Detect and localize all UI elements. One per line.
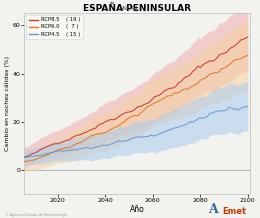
Legend: RCP8.5    ( 19 ), RCP6.0    (  7 ), RCP4.5    ( 15 ): RCP8.5 ( 19 ), RCP6.0 ( 7 ), RCP4.5 ( 15… [26,15,83,39]
Y-axis label: Cambio en noches cálidas (%): Cambio en noches cálidas (%) [4,56,10,151]
Title: ESPAÑA PENINSULAR: ESPAÑA PENINSULAR [83,4,191,13]
Text: Emet: Emet [222,207,246,216]
Text: ANUAL: ANUAL [119,6,141,11]
X-axis label: Año: Año [130,205,145,214]
Text: © Agencia Estatal de Meteorología: © Agencia Estatal de Meteorología [5,213,67,217]
Text: A: A [208,203,218,216]
